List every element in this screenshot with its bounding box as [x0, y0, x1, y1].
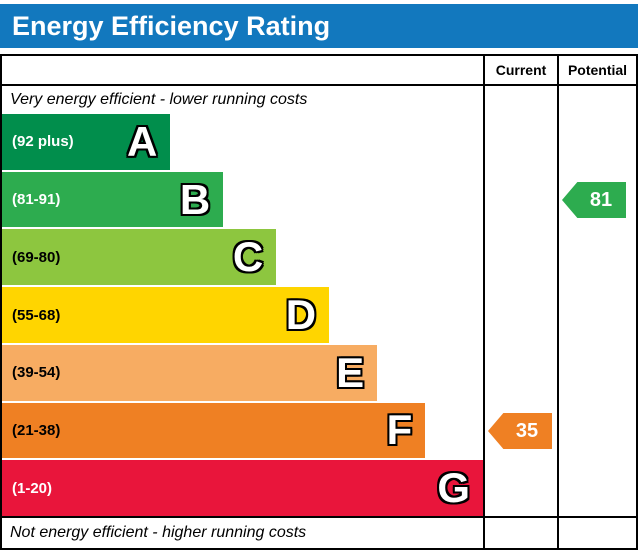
current-rating-value: 35: [515, 419, 539, 442]
band-row-e: (39-54) E: [2, 344, 483, 401]
band-bar-a: (92 plus) A: [2, 114, 171, 170]
band-letter: A: [126, 117, 158, 165]
potential-rating-value: 81: [589, 188, 613, 211]
band-range-label: (69-80): [12, 248, 61, 266]
potential-column-header: Potential: [557, 56, 636, 86]
footer-note-cell: Not energy efficient - higher running co…: [2, 516, 483, 548]
current-column: 35: [483, 86, 557, 516]
band-bar-b: (81-91) B: [2, 171, 224, 228]
header-spacer-cell: [2, 56, 483, 86]
band-letter: E: [335, 348, 365, 396]
potential-column: 81: [557, 86, 636, 516]
band-letter: F: [386, 406, 414, 454]
band-row-g: (1-20) G: [2, 460, 483, 516]
band-row-a: (92 plus) A: [2, 114, 483, 170]
band-range-label: (92 plus): [12, 133, 74, 151]
band-range-label: (21-38): [12, 421, 61, 439]
bands-area: Very energy efficient - lower running co…: [2, 86, 483, 516]
band-letter: D: [285, 291, 317, 339]
current-column-header: Current: [483, 56, 557, 86]
footer-current-cell: [483, 516, 557, 548]
band-range-label: (39-54): [12, 364, 61, 382]
band-bar-e: (39-54) E: [2, 344, 378, 401]
bottom-note: Not energy efficient - higher running co…: [10, 524, 307, 541]
chart-title-bar: Energy Efficiency Rating: [0, 4, 638, 48]
band-range-label: (1-20): [12, 479, 53, 497]
footer-potential-cell: [557, 516, 636, 548]
band-range-label: (55-68): [12, 306, 61, 324]
band-row-c: (69-80) C: [2, 229, 483, 286]
band-letter: B: [179, 175, 211, 223]
band-bar-f: (21-38) F: [2, 402, 426, 459]
band-row-d: (55-68) D: [2, 287, 483, 343]
band-range-label: (81-91): [12, 191, 61, 209]
page-title: Energy Efficiency Rating: [12, 10, 331, 41]
current-rating-arrow: 35: [488, 413, 552, 449]
potential-rating-arrow: 81: [562, 182, 626, 218]
band-bar-d: (55-68) D: [2, 287, 330, 343]
band-letter: C: [232, 233, 264, 281]
top-note: Very energy efficient - lower running co…: [10, 91, 308, 108]
band-bar-c: (69-80) C: [2, 229, 277, 286]
band-letter: G: [436, 464, 471, 512]
epc-rating-table: Current Potential Very energy efficient …: [0, 54, 638, 550]
band-row-f: (21-38) F: [2, 402, 483, 459]
band-list: (92 plus) A (81-91) B (69-80) C (55-68): [2, 114, 483, 516]
band-bar-g: (1-20) G: [2, 460, 483, 516]
band-row-b: (81-91) B: [2, 171, 483, 228]
